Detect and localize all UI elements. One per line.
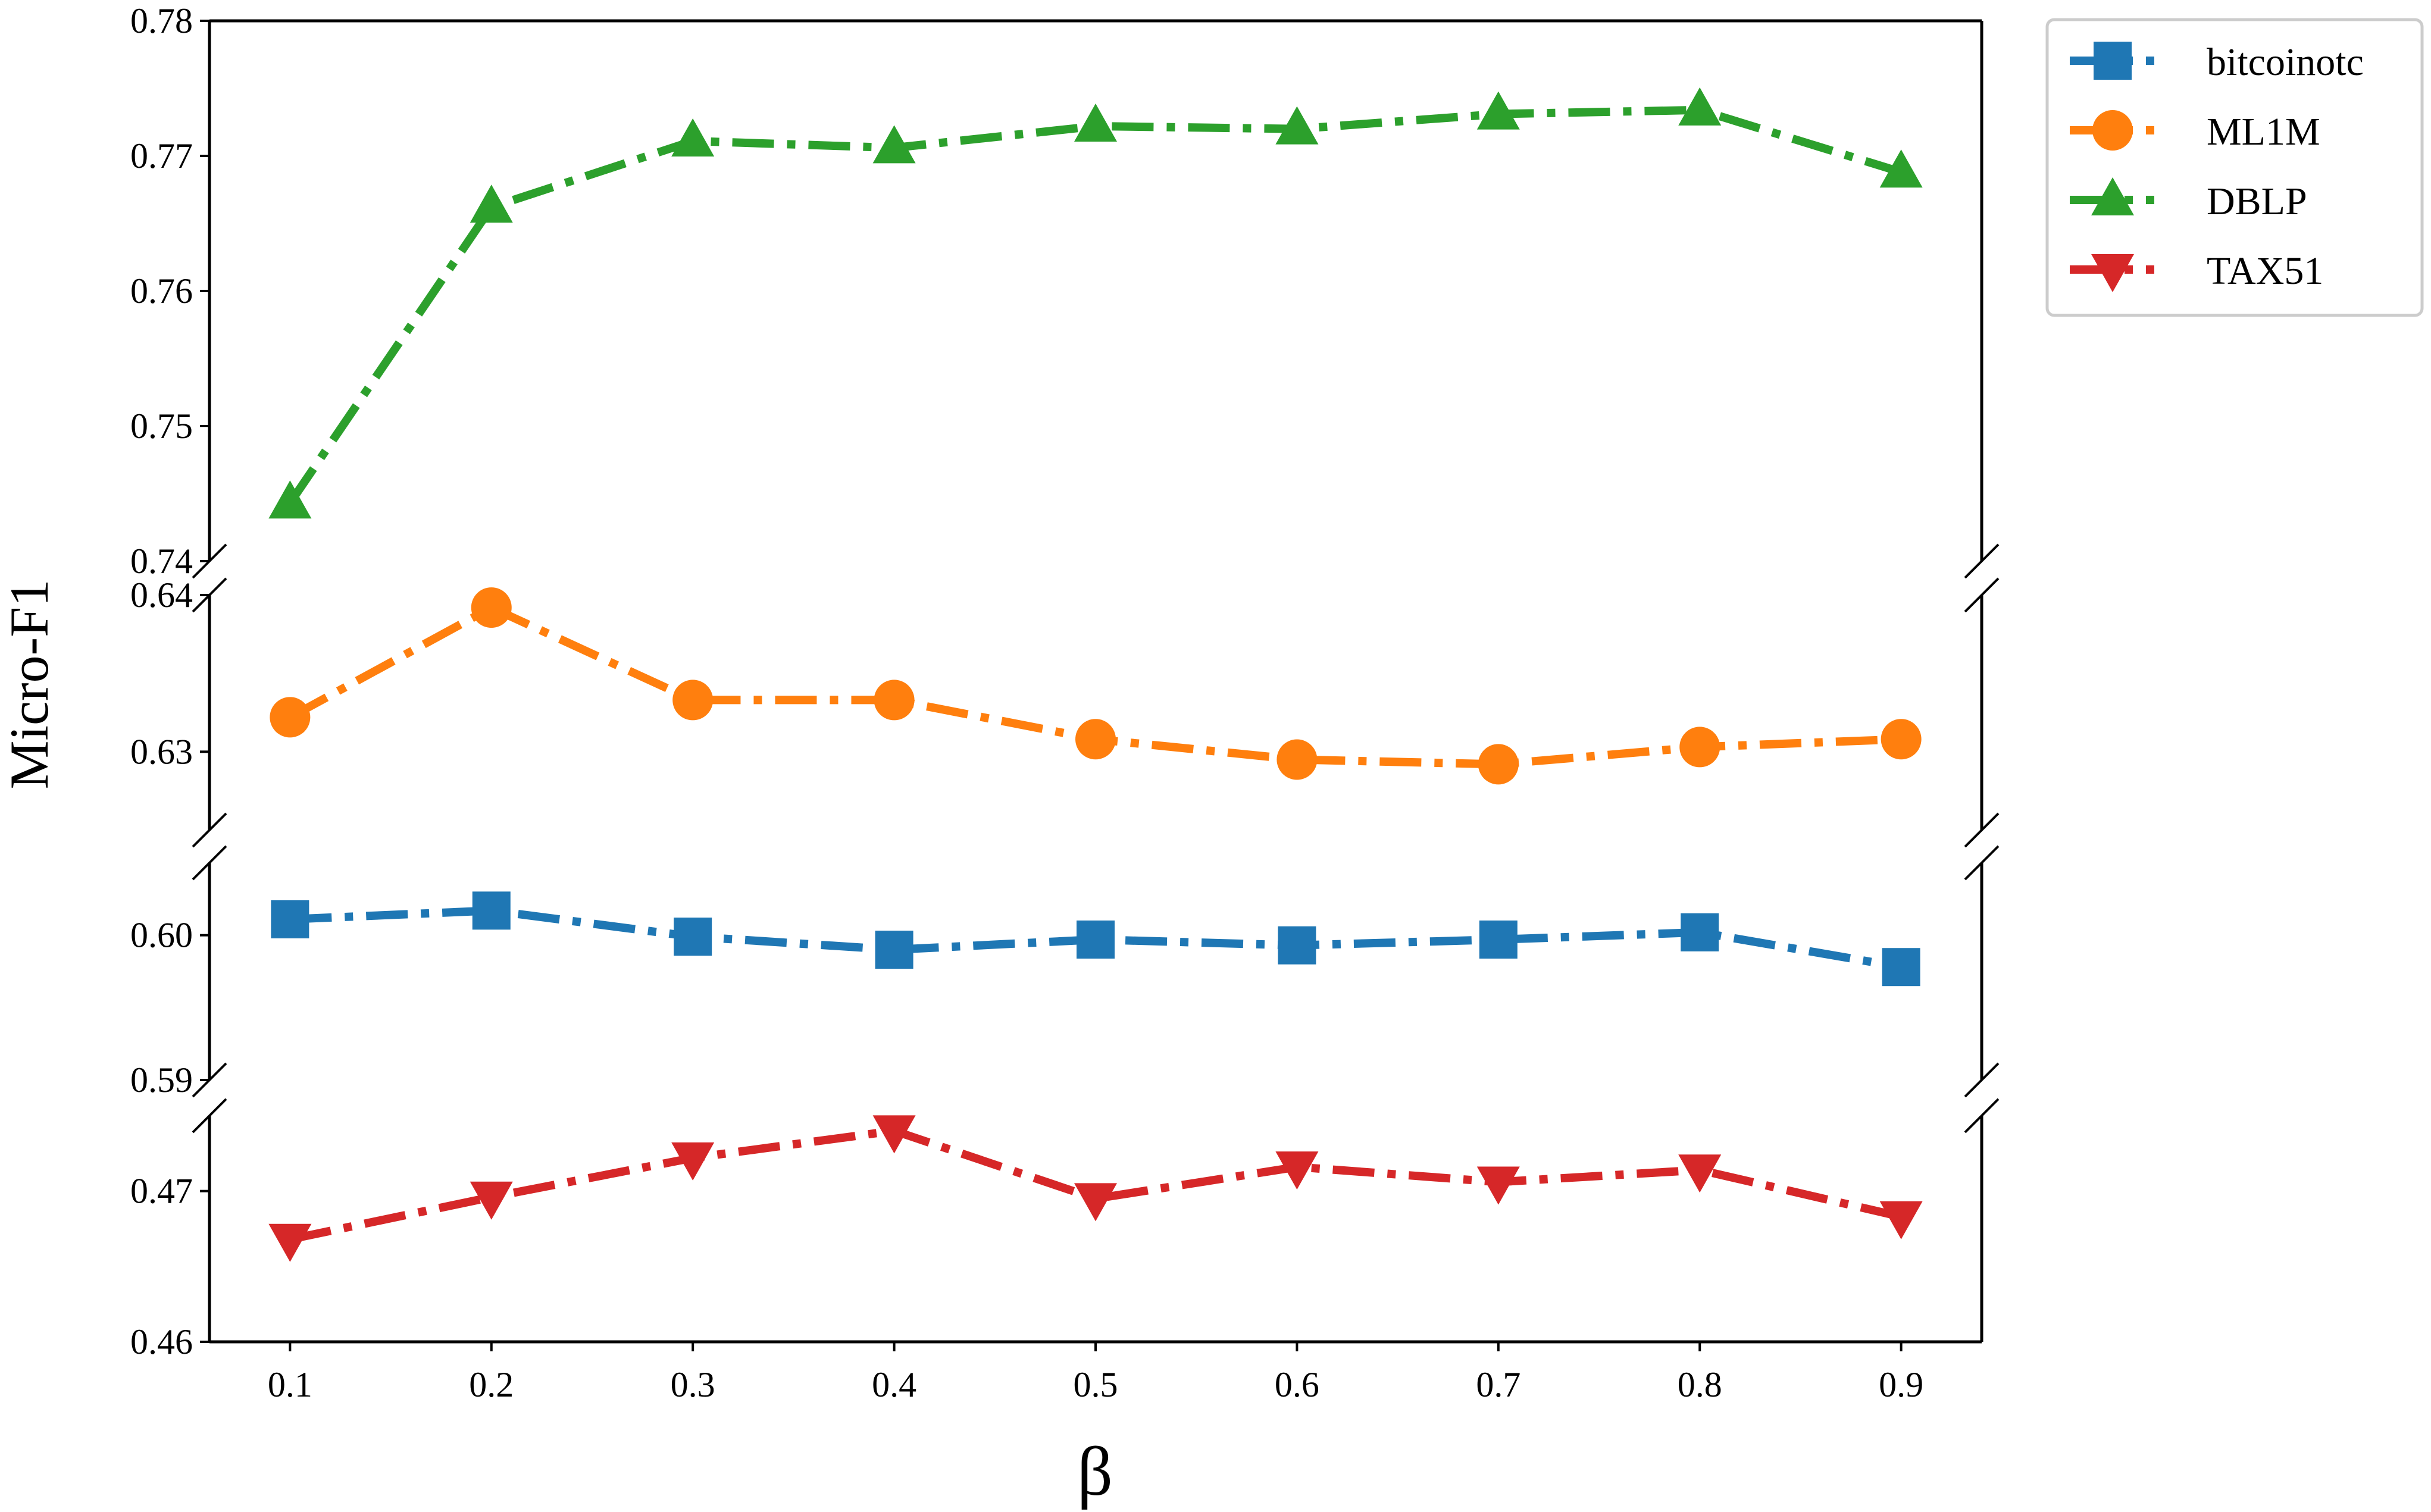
axis-break-mark <box>192 812 227 848</box>
y-tick-label: 0.78 <box>130 1 193 40</box>
data-point-TAX51 <box>1678 1154 1722 1193</box>
legend-label: TAX51 <box>2207 249 2323 293</box>
series-TAX51 <box>268 1115 1923 1262</box>
x-tick-label: 0.8 <box>1678 1365 1722 1404</box>
legend-marker <box>2091 254 2134 292</box>
axis-break-mark <box>192 1098 227 1134</box>
data-point-bitcoinotc <box>1077 920 1115 959</box>
y-tick-label: 0.76 <box>130 271 193 311</box>
y-tick-label: 0.59 <box>130 1060 193 1100</box>
x-tick-label: 0.2 <box>469 1365 514 1404</box>
data-point-bitcoinotc <box>1278 926 1316 965</box>
x-tick-label: 0.6 <box>1275 1365 1319 1404</box>
axis-break-mark <box>1964 812 2000 848</box>
legend-marker <box>2092 110 2133 151</box>
x-tick-label: 0.5 <box>1074 1365 1118 1404</box>
x-tick-label: 0.9 <box>1879 1365 1923 1404</box>
x-tick-label: 0.1 <box>268 1365 312 1404</box>
data-point-ML1M <box>1075 719 1116 760</box>
x-tick-label: 0.3 <box>671 1365 715 1404</box>
data-point-TAX51 <box>1275 1151 1319 1190</box>
axis-break-mark <box>192 1062 227 1098</box>
legend-label: bitcoinotc <box>2207 40 2364 84</box>
data-point-bitcoinotc <box>271 900 309 938</box>
axis-break-mark <box>192 543 227 579</box>
data-point-TAX51 <box>1879 1201 1923 1239</box>
axis-break-mark <box>192 577 227 613</box>
data-point-DBLP <box>1879 149 1923 188</box>
x-tick-label: 0.7 <box>1476 1365 1520 1404</box>
data-point-TAX51 <box>872 1115 916 1154</box>
series-layer <box>268 87 1923 1262</box>
data-point-ML1M <box>672 680 714 721</box>
data-point-TAX51 <box>671 1142 715 1181</box>
y-tick-label: 0.60 <box>130 916 193 955</box>
axis-break-mark <box>192 845 227 881</box>
series-ML1M <box>270 587 1922 785</box>
data-point-bitcoinotc <box>1681 913 1719 951</box>
axis-break-mark <box>1964 543 2000 579</box>
y-tick-label: 0.63 <box>130 732 193 771</box>
y-tick-label: 0.74 <box>130 541 193 581</box>
series-bitcoinotc <box>271 891 1920 987</box>
data-point-bitcoinotc <box>472 891 511 930</box>
data-point-TAX51 <box>268 1223 312 1262</box>
data-point-ML1M <box>1881 719 1922 760</box>
y-tick-label: 0.64 <box>130 575 193 615</box>
axis-break-mark <box>1964 845 2000 881</box>
legend-label: DBLP <box>2207 180 2307 223</box>
series-line-bitcoinotc <box>290 906 1902 972</box>
y-tick-label: 0.47 <box>130 1172 193 1211</box>
legend-label: ML1M <box>2207 110 2320 154</box>
data-point-DBLP <box>268 480 312 519</box>
data-point-bitcoinotc <box>1882 948 1920 987</box>
data-point-bitcoinotc <box>1479 920 1518 959</box>
data-point-TAX51 <box>470 1181 513 1220</box>
data-point-bitcoinotc <box>875 931 913 969</box>
data-point-DBLP <box>1275 106 1319 145</box>
y-tick-label: 0.75 <box>130 406 193 446</box>
data-point-ML1M <box>1679 727 1720 768</box>
data-point-bitcoinotc <box>674 918 712 956</box>
x-axis-title: β <box>1077 1432 1113 1510</box>
data-point-ML1M <box>1276 739 1318 780</box>
data-point-DBLP <box>470 184 513 223</box>
data-point-DBLP <box>1678 87 1722 126</box>
legend-marker <box>2094 42 2132 80</box>
legend-marker <box>2091 177 2134 215</box>
data-point-DBLP <box>1074 104 1117 142</box>
legend: bitcoinotc ML1M DBLP TAX51 <box>2045 18 2424 317</box>
data-point-ML1M <box>471 587 512 628</box>
legend-item-bitcoinotc: bitcoinotc <box>2070 40 2364 84</box>
data-point-ML1M <box>874 680 915 721</box>
axis-break-mark <box>1964 1062 2000 1098</box>
y-tick-label: 0.77 <box>130 136 193 176</box>
axis-break-mark <box>1964 1098 2000 1134</box>
series-DBLP <box>268 87 1923 519</box>
legend-box <box>2045 18 2424 317</box>
y-axis-title: Micro-F1 <box>0 580 60 790</box>
axes: 0.74 0.75 0.76 0.77 0.78 0.63 0.64 0.59 0.60 0.46… <box>130 1 2000 1404</box>
data-point-DBLP <box>1476 91 1520 130</box>
data-point-ML1M <box>270 697 311 738</box>
legend-item-ML1M: ML1M <box>2070 110 2320 154</box>
legend-item-DBLP: DBLP <box>2070 177 2307 223</box>
data-point-TAX51 <box>1074 1183 1117 1222</box>
y-tick-label: 0.46 <box>130 1322 193 1361</box>
data-point-TAX51 <box>1476 1166 1520 1205</box>
legend-item-TAX51: TAX51 <box>2070 249 2323 293</box>
axis-break-mark <box>1964 577 2000 613</box>
x-tick-label: 0.4 <box>872 1365 916 1404</box>
series-line-DBLP <box>286 105 1903 506</box>
data-point-ML1M <box>1478 744 1519 785</box>
data-point-DBLP <box>671 118 715 157</box>
data-point-DBLP <box>872 125 916 164</box>
